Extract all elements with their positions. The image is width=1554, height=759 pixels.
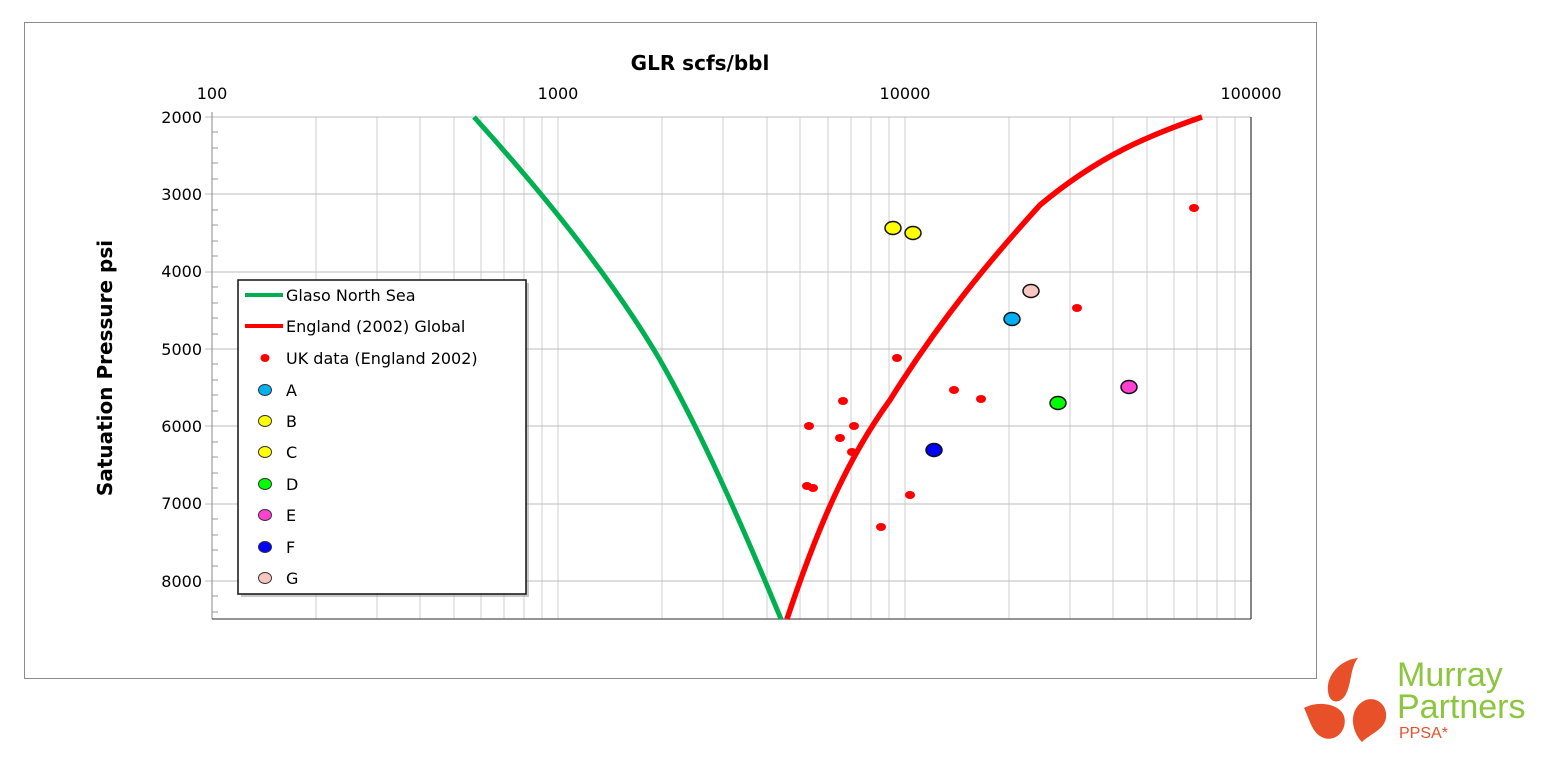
- legend-label-f: F: [286, 538, 295, 557]
- legend-marker-uk: [260, 354, 270, 362]
- point-d[interactable]: [1049, 395, 1067, 411]
- x-tick-100: 100: [197, 84, 228, 103]
- logo-text-murray: Murray: [1397, 656, 1503, 694]
- legend: Glaso North Sea England (2002) Global UK…: [237, 279, 529, 597]
- uk-data-points: [802, 204, 1199, 531]
- legend-label-d: D: [286, 475, 298, 494]
- legend-box: [237, 279, 527, 595]
- logo-text-ppsa: PPSA*: [1399, 725, 1448, 742]
- point-f[interactable]: [925, 442, 943, 458]
- point-c[interactable]: [904, 225, 922, 241]
- x-tick-10000: 10000: [880, 84, 931, 103]
- point-e[interactable]: [1120, 379, 1138, 395]
- y-tick-6000: 6000: [161, 417, 202, 436]
- y-tick-3000: 3000: [161, 185, 202, 204]
- legend-label-b: B: [286, 412, 297, 431]
- y-tick-7000: 7000: [161, 494, 202, 513]
- point-g[interactable]: [1022, 283, 1040, 299]
- y-tick-2000: 2000: [161, 108, 202, 127]
- y-tick-4000: 4000: [161, 262, 202, 281]
- y-minor-ticks: [212, 131, 218, 613]
- legend-label-g: G: [286, 569, 298, 588]
- legend-marker-g: [258, 572, 272, 584]
- legend-label-c: C: [286, 443, 297, 462]
- point-b[interactable]: [884, 220, 902, 236]
- legend-marker-c: [258, 446, 272, 458]
- y-tick-8000: 8000: [161, 572, 202, 591]
- legend-marker-d: [258, 478, 272, 490]
- logo-mark-icon: [1304, 658, 1387, 742]
- point-a[interactable]: [1003, 311, 1021, 327]
- legend-marker-f: [258, 541, 272, 553]
- named-points: [884, 220, 1138, 458]
- x-axis-title: GLR scfs/bbl: [631, 51, 770, 75]
- y-tick-labels: 2000 3000 4000 5000 6000 7000 8000: [161, 108, 202, 591]
- legend-marker-e: [258, 509, 272, 521]
- legend-label-a: A: [286, 381, 297, 400]
- glaso-north-sea-curve: [472, 115, 784, 620]
- legend-label-england: England (2002) Global: [286, 317, 465, 336]
- legend-label-uk: UK data (England 2002): [286, 349, 478, 368]
- legend-label-e: E: [286, 506, 296, 525]
- y-axis-title: Satuation Pressure psi: [93, 240, 117, 496]
- legend-label-glaso: Glaso North Sea: [286, 286, 416, 305]
- x-tick-100000: 100000: [1220, 84, 1281, 103]
- england-2002-global-curve: [784, 114, 1203, 620]
- x-tick-1000: 1000: [538, 84, 579, 103]
- murray-partners-logo: Murray Partners PPSA*: [1300, 650, 1554, 759]
- legend-marker-a: [258, 384, 272, 396]
- y-tick-5000: 5000: [161, 340, 202, 359]
- logo-text-partners: Partners: [1397, 688, 1526, 726]
- legend-marker-b: [258, 415, 272, 427]
